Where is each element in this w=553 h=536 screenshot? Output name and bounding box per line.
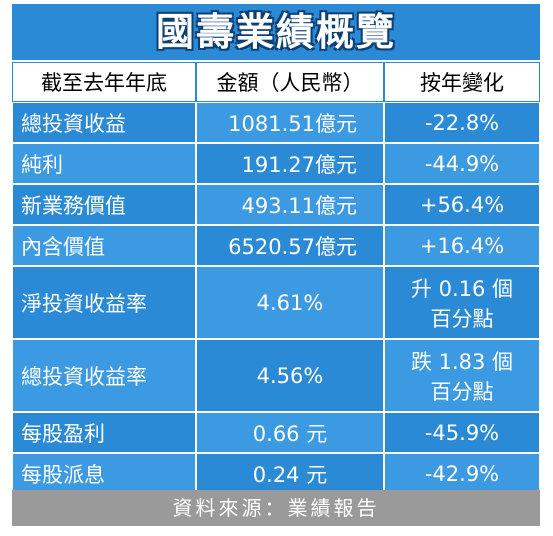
table-cell: 493.11億元 <box>196 184 384 225</box>
cell-text: 新業務價值 <box>21 193 126 218</box>
cell-text: -22.8% <box>424 110 500 135</box>
table-cell: 內含價值 <box>12 225 196 266</box>
cell-text: 每股盈利 <box>21 421 105 446</box>
table-cell: 純利 <box>12 143 196 184</box>
cell-text: 截至去年年底 <box>41 71 167 95</box>
header-cell: 截至去年年底 <box>12 62 196 102</box>
cell-text: 每股派息 <box>21 462 105 487</box>
table-cell: 跌 1.83 個百分點 <box>384 339 540 412</box>
table-cell: -22.8% <box>384 102 540 143</box>
cell-text: 按年變化 <box>420 71 504 95</box>
cell-text: 191.27億元 <box>241 152 357 177</box>
cell-text: 百分點 <box>430 306 494 331</box>
table-cell: +56.4% <box>384 184 540 225</box>
table-cell: -44.9% <box>384 143 540 184</box>
cell-text: 493.11億元 <box>241 193 357 218</box>
source: 資料來源：業績報告 <box>12 490 540 526</box>
table-cell: 總投資收益率 <box>12 339 196 412</box>
title: 國壽業績概覽 <box>12 4 540 60</box>
cell-text: 4.56% <box>256 363 324 388</box>
table-cell: -42.9% <box>384 453 540 494</box>
cell-text: +16.4% <box>419 233 505 258</box>
cell-text: 4.61% <box>256 290 324 315</box>
table-cell: 4.56% <box>196 339 384 412</box>
cell-text: 金額（人民幣） <box>216 71 364 95</box>
cell-text: 純利 <box>21 152 63 177</box>
table-cell: 每股盈利 <box>12 412 196 453</box>
cell-text: 總投資收益 <box>21 111 126 136</box>
cell-text: 內含價值 <box>21 234 105 259</box>
cell-text: -44.9% <box>424 151 500 176</box>
cell-text: -45.9% <box>424 420 500 445</box>
cell-text: -42.9% <box>424 461 500 486</box>
table-cell: +16.4% <box>384 225 540 266</box>
cell-text: 1081.51億元 <box>228 111 357 136</box>
table-cell: 新業務價值 <box>12 184 196 225</box>
table-cell: -45.9% <box>384 412 540 453</box>
table-cell: 每股派息 <box>12 453 196 494</box>
table-cell: 6520.57億元 <box>196 225 384 266</box>
cell-text: 0.66 元 <box>252 421 328 446</box>
cell-text: 升 0.16 個 <box>410 276 514 301</box>
cell-text: +56.4% <box>419 192 505 217</box>
cell-text: 淨投資收益率 <box>21 291 147 316</box>
table-cell: 0.24 元 <box>196 453 384 494</box>
table-cell: 1081.51億元 <box>196 102 384 143</box>
table-cell: 4.61% <box>196 266 384 339</box>
table-cell: 總投資收益 <box>12 102 196 143</box>
cell-text: 總投資收益率 <box>21 364 147 389</box>
cell-text: 跌 1.83 個 <box>410 349 514 374</box>
cell-text: 百分點 <box>430 379 494 404</box>
table-cell: 升 0.16 個百分點 <box>384 266 540 339</box>
header-cell: 金額（人民幣） <box>196 62 384 102</box>
cell-text: 6520.57億元 <box>228 234 357 259</box>
table-cell: 0.66 元 <box>196 412 384 453</box>
table-cell: 淨投資收益率 <box>12 266 196 339</box>
cell-text: 0.24 元 <box>252 462 328 487</box>
table-cell: 191.27億元 <box>196 143 384 184</box>
header-cell: 按年變化 <box>384 62 540 102</box>
